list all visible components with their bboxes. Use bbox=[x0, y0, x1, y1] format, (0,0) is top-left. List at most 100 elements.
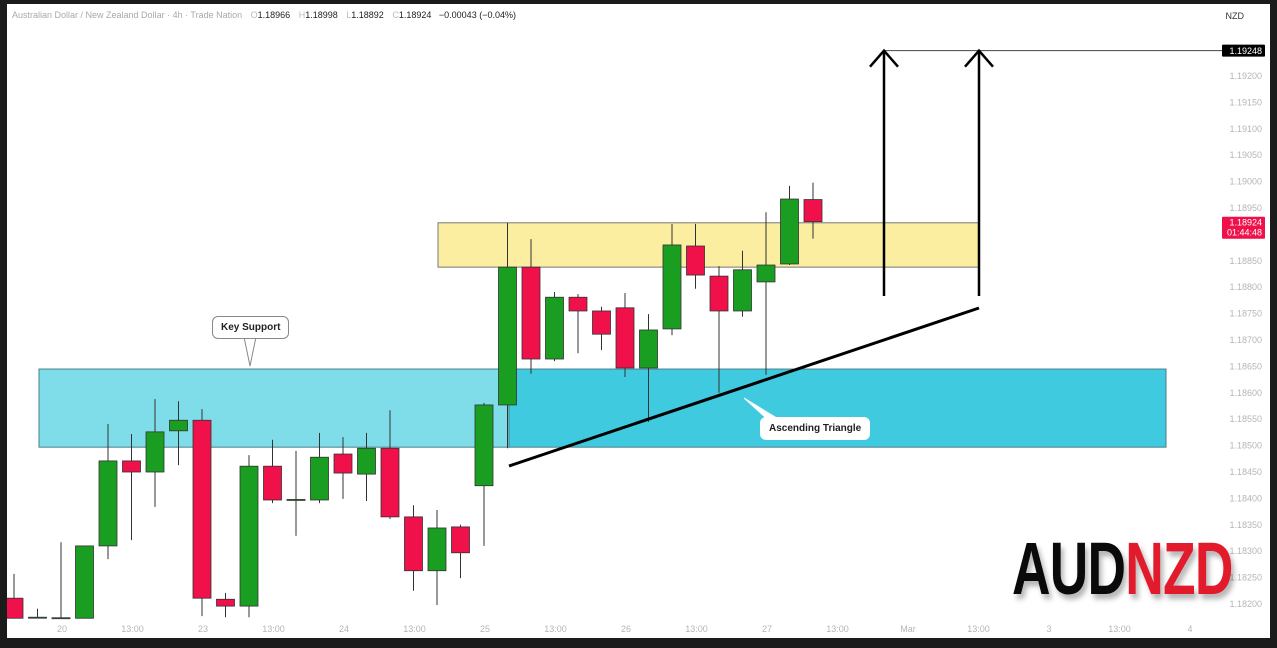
price-tick: 1.18250 bbox=[1229, 573, 1262, 583]
price-chart[interactable]: 1.19200 1.19150 1.19100 1.19050 1.19000 1.189… bbox=[7, 4, 1270, 638]
time-tick: 13:00 bbox=[685, 624, 708, 634]
candle-body bbox=[404, 516, 423, 572]
candle-body bbox=[380, 447, 400, 518]
price-tick: 1.18600 bbox=[1229, 388, 1262, 398]
candle bbox=[122, 433, 141, 541]
low-value: 1.18892 bbox=[351, 10, 384, 20]
target-price-label: 1.19248 bbox=[1229, 46, 1262, 56]
price-tick: 1.18200 bbox=[1229, 599, 1262, 609]
price-tick: 1.18300 bbox=[1229, 546, 1262, 556]
time-tick: 13:00 bbox=[1108, 624, 1131, 634]
symbol-legend: Australian Dollar / New Zealand Dollar ·… bbox=[12, 10, 516, 20]
candle-body bbox=[733, 269, 752, 312]
candle-body bbox=[592, 310, 611, 335]
candle-body bbox=[662, 244, 682, 330]
candle bbox=[75, 545, 94, 619]
change-value: −0.00043 (−0.04%) bbox=[438, 10, 516, 20]
open-value: 1.18966 bbox=[257, 10, 291, 20]
price-tick: 1.18700 bbox=[1229, 335, 1262, 345]
candle bbox=[474, 402, 494, 546]
candle bbox=[803, 182, 823, 239]
candle bbox=[7, 573, 24, 619]
bar-countdown-label: 01:44:48 bbox=[1227, 228, 1262, 238]
price-tick: 1.19000 bbox=[1229, 177, 1262, 187]
time-tick: 13:00 bbox=[262, 624, 285, 634]
candle bbox=[192, 409, 212, 617]
candle-body bbox=[333, 453, 353, 474]
ascending-triangle-callout[interactable]: Ascending Triangle bbox=[760, 417, 871, 440]
candle-body bbox=[7, 597, 24, 619]
key-support-zone-left bbox=[38, 368, 510, 448]
time-tick: 13:00 bbox=[967, 624, 990, 634]
candle-body bbox=[28, 616, 47, 619]
candle bbox=[662, 223, 682, 336]
candle-body bbox=[286, 499, 306, 501]
time-tick: 13:00 bbox=[121, 624, 144, 634]
time-tick: 20 bbox=[57, 624, 67, 634]
time-tick: 27 bbox=[762, 624, 772, 634]
target-price-badge: 1.19248 bbox=[1222, 44, 1265, 57]
audnzd-logo: AUDNZD bbox=[1012, 527, 1233, 610]
price-tick: 1.18450 bbox=[1229, 467, 1262, 477]
price-tick: 1.18850 bbox=[1229, 256, 1262, 266]
candle-body bbox=[427, 527, 447, 572]
candle-body bbox=[498, 266, 517, 406]
arrow-up-icon bbox=[869, 48, 899, 68]
ascending-trendline bbox=[508, 306, 980, 468]
candle bbox=[286, 450, 306, 536]
candle-body bbox=[709, 275, 729, 312]
candle-body bbox=[75, 545, 94, 619]
key-support-pointer bbox=[243, 336, 257, 367]
candle-body bbox=[545, 296, 564, 360]
candle bbox=[498, 222, 517, 449]
price-tick: 1.18550 bbox=[1229, 414, 1262, 424]
price-tick: 1.19050 bbox=[1229, 150, 1262, 160]
candle bbox=[28, 608, 47, 619]
candle-body bbox=[310, 456, 329, 501]
candle-body bbox=[122, 460, 141, 473]
key-support-callout[interactable]: Key Support bbox=[212, 316, 290, 339]
candle-body bbox=[803, 199, 823, 223]
candle-body bbox=[568, 296, 588, 312]
candle-body bbox=[192, 419, 212, 599]
candle bbox=[545, 291, 564, 362]
current-price-bg bbox=[1222, 216, 1265, 239]
price-tick: 1.18650 bbox=[1229, 361, 1262, 371]
candle bbox=[451, 524, 470, 579]
candle bbox=[780, 185, 799, 266]
candle bbox=[98, 423, 118, 560]
price-tick: 1.19200 bbox=[1229, 71, 1262, 81]
price-tick: 1.18950 bbox=[1229, 203, 1262, 213]
candle bbox=[521, 239, 541, 374]
candle bbox=[380, 410, 400, 519]
candle bbox=[615, 293, 635, 377]
candle-body bbox=[521, 266, 541, 360]
high-label: H bbox=[298, 10, 306, 20]
price-tick: 1.19150 bbox=[1229, 97, 1262, 107]
candle-body bbox=[780, 198, 799, 265]
time-tick: 26 bbox=[621, 624, 631, 634]
candle bbox=[404, 505, 423, 591]
candle-body bbox=[169, 419, 188, 432]
candle bbox=[357, 432, 376, 502]
candle-body bbox=[51, 617, 71, 620]
time-tick: 13:00 bbox=[403, 624, 426, 634]
time-tick: Mar bbox=[900, 624, 916, 634]
candle bbox=[169, 401, 188, 466]
price-tick: 1.19100 bbox=[1229, 124, 1262, 134]
candle bbox=[310, 432, 329, 504]
candle-body bbox=[686, 245, 705, 276]
candle-body bbox=[239, 465, 259, 607]
candle bbox=[686, 223, 705, 289]
candle-body bbox=[145, 431, 165, 473]
close-label: C bbox=[392, 10, 399, 20]
price-tick: 1.18500 bbox=[1229, 441, 1262, 451]
candle-body bbox=[263, 465, 282, 501]
current-price-label: 1.18924 bbox=[1229, 218, 1262, 228]
candle bbox=[333, 437, 353, 499]
chart-frame[interactable]: 1.19200 1.19150 1.19100 1.19050 1.19000 1.189… bbox=[7, 4, 1270, 638]
candle-body bbox=[216, 598, 235, 607]
currency-label: NZD bbox=[1225, 11, 1245, 21]
candle bbox=[145, 399, 165, 507]
